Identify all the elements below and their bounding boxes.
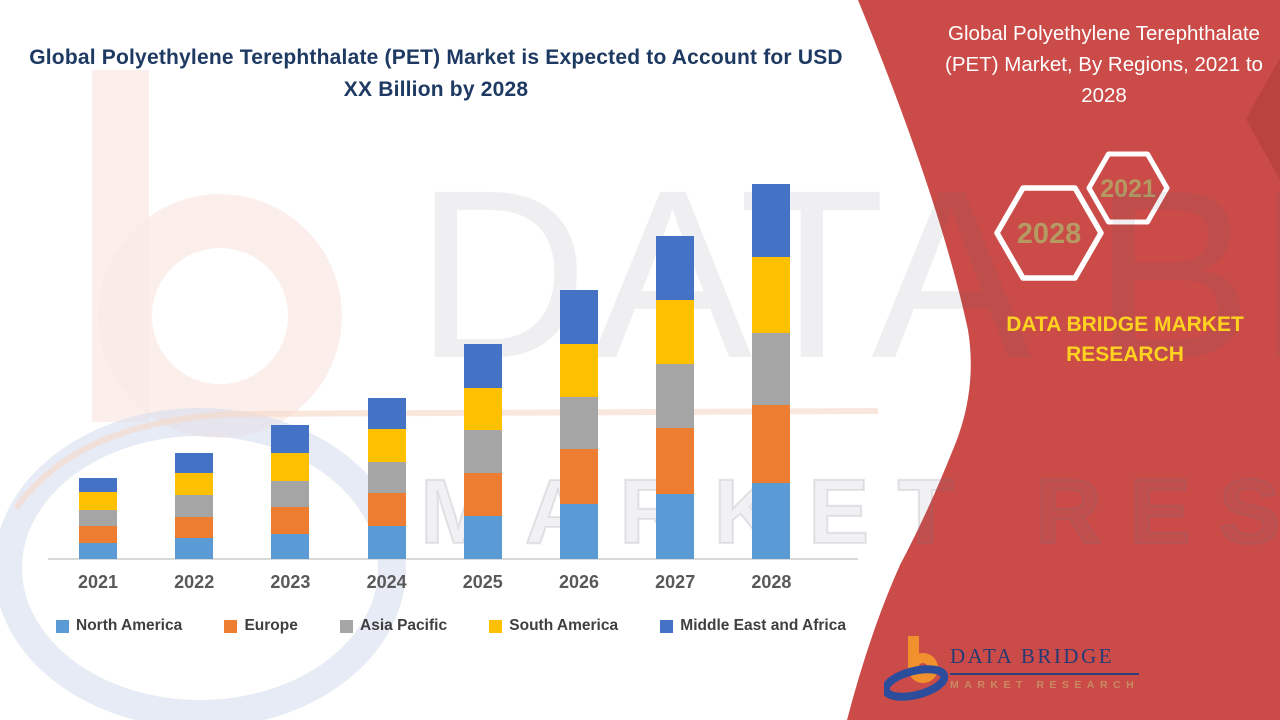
x-axis-line [48,558,858,560]
legend-label: Middle East and Africa [680,617,846,634]
hexagon-2028-label: 2028 [1017,218,1082,250]
hexagon-2021-label: 2021 [1100,175,1156,203]
red-panel-shape [847,0,1280,720]
chart-legend: North America Europe Asia Pacific South Ame… [56,617,846,635]
legend-swatch [660,619,674,633]
databridge-logo-icon [884,636,948,701]
legend-label: North America [76,617,183,634]
side-panel-brand-text: DATA BRIDGE MARKET RESEARCH [1006,313,1244,366]
legend-label: Europe [244,617,298,634]
legend-swatch [340,619,354,633]
databridge-logo-text: DATA BRIDGE MARKET RESEARCH [950,644,1140,691]
hexagon-2021 [1086,151,1170,225]
legend-swatch [489,619,503,633]
hexagon-2028 [994,185,1104,281]
legend-item: Europe [224,617,298,635]
legend-item: North America [56,617,182,635]
logo-name: DATA BRIDGE [950,644,1140,675]
legend-item: Asia Pacific [340,617,447,635]
legend-label: Asia Pacific [360,617,448,634]
chart-title: Global Polyethylene Terephthalate (PET) … [29,46,843,101]
legend-swatch [56,619,69,633]
legend-label: South America [509,617,619,634]
legend-item: Middle East and Africa [660,617,846,635]
panel-dark-notch [1246,58,1280,180]
logo-subtitle: MARKET RESEARCH [950,679,1140,691]
side-panel-title: Global Polyethylene Terephthalate (PET) … [945,22,1263,107]
legend-item: South America [489,617,618,635]
legend-swatch [224,619,238,633]
